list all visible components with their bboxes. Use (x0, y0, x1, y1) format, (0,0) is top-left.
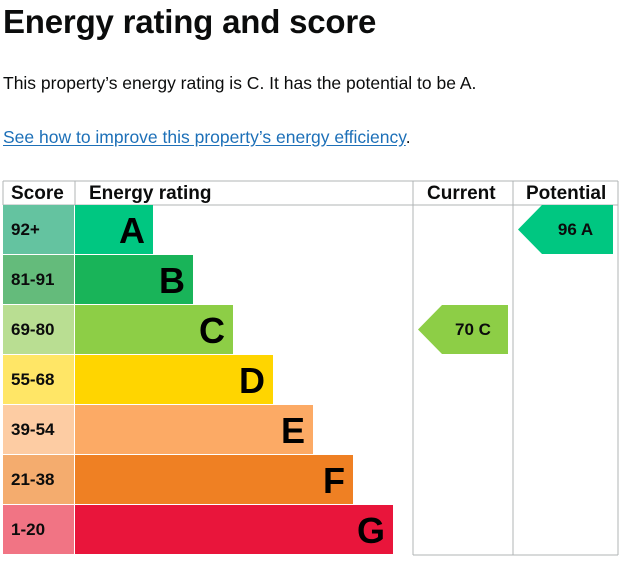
epc-bands: 92+ A 81-91 B 69-80 C 55-68 D 39-54 E 21-38 F 1-20 G (3, 205, 393, 554)
score-range-g: 1-20 (11, 520, 45, 539)
band-letter-c: C (199, 310, 225, 351)
score-cell-b (3, 255, 74, 304)
band-letter-d: D (239, 360, 265, 401)
band-letter-a: A (119, 210, 145, 251)
header-energy-rating: Energy rating (89, 183, 211, 204)
header-current: Current (427, 183, 496, 204)
link-suffix: . (405, 127, 411, 147)
band-bar-g (75, 505, 393, 554)
score-cell-c (3, 305, 74, 354)
improve-link-line: See how to improve this property’s energ… (3, 125, 411, 149)
band-letter-g: G (357, 510, 385, 551)
score-cell-e (3, 405, 74, 454)
band-bar-b (75, 255, 193, 304)
score-cell-g (3, 505, 74, 554)
band-bar-c (75, 305, 233, 354)
potential-flag (518, 205, 613, 254)
band-letter-b: B (159, 260, 185, 301)
score-range-f: 21-38 (11, 470, 54, 489)
improve-efficiency-link[interactable]: See how to improve this property’s energ… (3, 127, 406, 147)
potential-flag-label: 96 A (558, 220, 593, 239)
score-range-e: 39-54 (11, 420, 55, 439)
band-letter-f: F (323, 460, 345, 501)
header-potential: Potential (526, 183, 606, 204)
header-score: Score (11, 183, 64, 204)
band-letter-e: E (281, 410, 305, 451)
page-title: Energy rating and score (3, 3, 377, 40)
score-range-b: 81-91 (11, 270, 54, 289)
score-range-d: 55-68 (11, 370, 54, 389)
epc-chart: Score Energy rating Current Potential 92… (2, 180, 619, 556)
current-flag-label: 70 C (455, 320, 491, 339)
score-range-a: 92+ (11, 220, 40, 239)
epc-flags: 70 C 96 A (418, 205, 613, 354)
current-flag (418, 305, 508, 354)
score-cell-a (3, 205, 74, 254)
score-cell-d (3, 355, 74, 404)
band-bar-a (75, 205, 153, 254)
energy-summary: This property’s energy rating is C. It h… (3, 73, 477, 93)
band-bar-f (75, 455, 353, 504)
score-cell-f (3, 455, 74, 504)
score-range-c: 69-80 (11, 320, 54, 339)
band-bar-d (75, 355, 273, 404)
band-bar-e (75, 405, 313, 454)
